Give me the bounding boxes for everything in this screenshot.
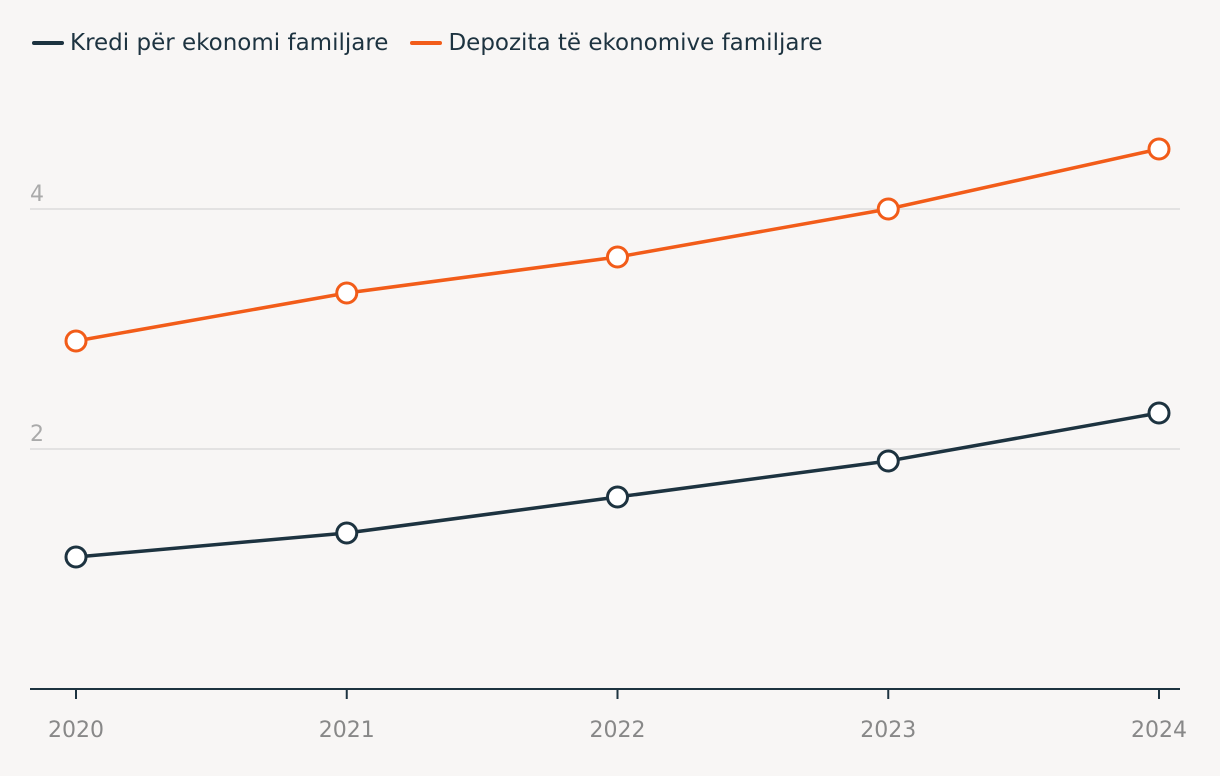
x-tick-label: 2024 (1131, 718, 1187, 743)
legend-item-loans: Kredi për ekonomi familjare (32, 30, 388, 56)
x-tick-label: 2022 (590, 718, 646, 743)
data-point-1-2022 (606, 245, 629, 269)
y-tick-label: 2 (30, 422, 44, 447)
series-line-1 (75, 147, 1160, 343)
legend-label-deposits: Depozita të ekonomive familjare (448, 30, 823, 56)
legend-label-loans: Kredi për ekonomi familjare (70, 30, 389, 56)
x-tick-label: 2023 (860, 718, 916, 743)
series-line-0 (75, 411, 1160, 559)
data-point-1-2023 (876, 197, 900, 221)
data-point-0-2022 (606, 485, 629, 509)
legend-item-deposits: Depozita të ekonomive familjare (410, 30, 823, 56)
data-point-1-2020 (64, 329, 88, 353)
data-point-0-2021 (335, 521, 359, 545)
y-tick-label: 4 (30, 182, 44, 207)
legend-swatch-loans (32, 41, 64, 45)
data-point-0-2024 (1147, 401, 1171, 425)
data-point-0-2023 (876, 449, 900, 473)
data-point-0-2020 (64, 545, 88, 569)
data-point-1-2021 (335, 281, 359, 305)
data-point-1-2024 (1147, 137, 1171, 161)
x-tick-label: 2020 (48, 718, 104, 743)
x-tick-label: 2021 (319, 718, 375, 743)
legend: Kredi për ekonomi familjare Depozita të … (32, 30, 845, 56)
legend-swatch-deposits (410, 41, 443, 45)
